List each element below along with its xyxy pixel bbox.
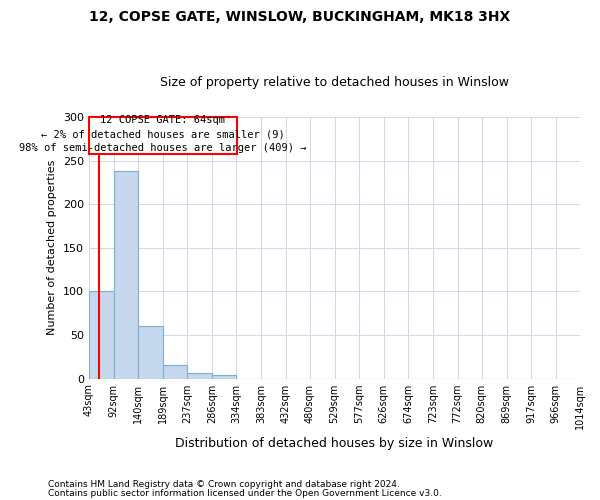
Bar bbox=[212, 375, 236, 378]
Text: 12 COPSE GATE: 64sqm
← 2% of detached houses are smaller (9)
98% of semi-detache: 12 COPSE GATE: 64sqm ← 2% of detached ho… bbox=[19, 116, 307, 154]
Text: 12, COPSE GATE, WINSLOW, BUCKINGHAM, MK18 3HX: 12, COPSE GATE, WINSLOW, BUCKINGHAM, MK1… bbox=[89, 10, 511, 24]
Text: Contains HM Land Registry data © Crown copyright and database right 2024.: Contains HM Land Registry data © Crown c… bbox=[48, 480, 400, 489]
Title: Size of property relative to detached houses in Winslow: Size of property relative to detached ho… bbox=[160, 76, 509, 90]
Bar bbox=[187, 374, 212, 378]
Bar bbox=[163, 366, 187, 378]
Bar bbox=[138, 326, 163, 378]
Text: Contains public sector information licensed under the Open Government Licence v3: Contains public sector information licen… bbox=[48, 488, 442, 498]
X-axis label: Distribution of detached houses by size in Winslow: Distribution of detached houses by size … bbox=[175, 437, 494, 450]
Bar bbox=[113, 171, 138, 378]
Y-axis label: Number of detached properties: Number of detached properties bbox=[47, 160, 57, 336]
Bar bbox=[89, 117, 236, 154]
Bar bbox=[89, 292, 113, 378]
